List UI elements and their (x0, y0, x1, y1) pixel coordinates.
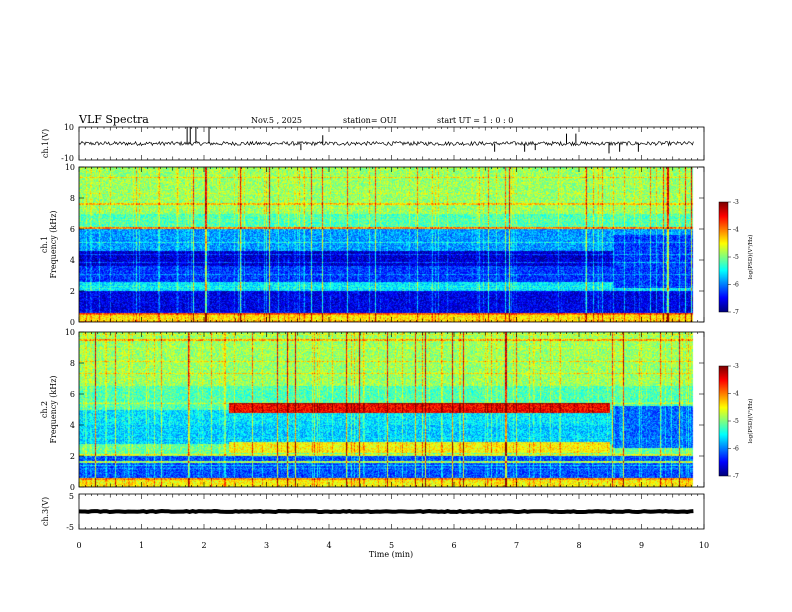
ch1-spectrogram-ylabel-channel: ch.1 (40, 236, 49, 253)
ch1-ytick-top: 10 (64, 123, 74, 132)
ch2-colorbar-label: log(PSD)(V²/Hz) (747, 399, 754, 444)
time-tick-label: 2 (201, 541, 206, 550)
ch3-ytick-top: 5 (69, 492, 74, 501)
time-tick-label: 0 (76, 541, 81, 550)
header-station: station= OUI (343, 116, 397, 125)
ch1-colorbar: -3 -4 -5 -6 -7 log(PSD)(V²/Hz) (718, 199, 754, 316)
time-tick-label: 9 (639, 541, 644, 550)
ch1-colorbar-label: log(PSD)(V²/Hz) (747, 235, 754, 280)
frequency-tick-label: 4 (70, 256, 75, 265)
ch1-spectrogram-yticks: 0 2 4 6 8 10 (65, 163, 704, 327)
time-tick-label: 7 (514, 541, 519, 550)
colorbar-tick-label: -6 (733, 446, 739, 453)
time-tick-label: 5 (389, 541, 394, 550)
ch1-waveform-trace (78, 140, 694, 147)
ch3-waveform-panel: 5 -5 ch.3(V) (41, 492, 705, 532)
colorbar-tick-label: -5 (733, 254, 739, 261)
frequency-tick-label: 10 (65, 328, 75, 337)
ch1-spectrogram-panel: 0 2 4 6 8 10 ch.1 Frequency (kHz) (40, 163, 705, 327)
ch1-waveform-panel: 10 -10 ch.1(V) (41, 123, 705, 163)
frequency-tick-label: 6 (70, 225, 75, 234)
colorbar-tick-label: -7 (733, 473, 739, 480)
time-tick-label: 4 (326, 541, 331, 550)
ch1-ylabel: ch.1(V) (41, 129, 50, 158)
frequency-tick-label: 6 (70, 390, 75, 399)
frequency-tick-label: 10 (65, 163, 75, 172)
frequency-tick-label: 8 (70, 359, 75, 368)
time-tick-label: 8 (576, 541, 581, 550)
ch2-spectrogram-ylabel: Frequency (kHz) (49, 375, 58, 443)
time-tick-label: 6 (451, 541, 456, 550)
ch2-spectrogram-yticks: 0 2 4 6 8 10 (65, 328, 704, 492)
frequency-tick-label: 0 (70, 483, 75, 492)
figure-title: VLF Spectra (78, 113, 149, 126)
time-axis-ticks: 0 1 2 3 4 5 6 7 8 9 10 (76, 541, 709, 550)
colorbar-tick-label: -3 (733, 199, 739, 206)
header-date: Nov.5 , 2025 (251, 116, 302, 125)
ch2-spectrogram-panel: 0 2 4 6 8 10 ch.2 Frequency (kHz) (40, 328, 705, 492)
ch2-spectrogram-ylabel-channel: ch.2 (40, 401, 49, 418)
colorbar-tick-label: -5 (733, 418, 739, 425)
ch2-colorbar: -3 -4 -5 -6 -7 log(PSD)(V²/Hz) (718, 363, 754, 480)
ch2-colorbar-gradient (719, 366, 728, 476)
frequency-tick-label: 2 (70, 287, 75, 296)
colorbar-tick-label: -7 (733, 309, 739, 316)
ch1-ytick-bottom: -10 (61, 154, 74, 163)
frequency-tick-label: 2 (70, 452, 75, 461)
colorbar-tick-label: -3 (733, 363, 739, 370)
colorbar-tick-label: -6 (733, 282, 739, 289)
time-tick-label: 10 (699, 541, 709, 550)
ch3-ytick-bottom: -5 (66, 523, 74, 532)
ch1-spectrogram-ylabel: Frequency (kHz) (49, 210, 58, 278)
ch1-colorbar-gradient (719, 202, 728, 312)
frequency-tick-label: 4 (70, 421, 75, 430)
frequency-tick-label: 0 (70, 318, 75, 327)
ch3-ylabel: ch.3(V) (41, 497, 50, 526)
time-tick-label: 3 (264, 541, 269, 550)
ch2-spectrogram-image (79, 332, 704, 487)
time-axis-label: Time (min) (369, 550, 413, 559)
colorbar-tick-label: -4 (733, 391, 739, 398)
colorbar-tick-label: -4 (733, 227, 739, 234)
ch1-spectrogram-image (79, 167, 704, 322)
ch3-waveform-trace (78, 508, 694, 515)
header-start-time: start UT = 1 : 0 : 0 (437, 116, 513, 125)
time-tick-label: 1 (139, 541, 144, 550)
ch1-waveform-spikes (186, 127, 639, 154)
frequency-tick-label: 8 (70, 194, 75, 203)
